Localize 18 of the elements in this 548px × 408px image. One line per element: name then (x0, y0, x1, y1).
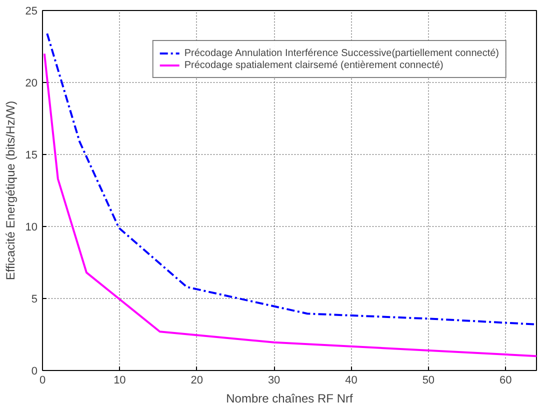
x-tick-label: 30 (268, 374, 280, 386)
y-axis-title: Efficacité Energétique (bits/Hz/W) (3, 100, 18, 280)
y-tick-label: 5 (31, 294, 38, 306)
y-tick-label: 10 (25, 222, 38, 234)
x-tick-label: 50 (422, 374, 435, 386)
legend-label: Précodage spatialement clairsemé (entièrement connecté) (184, 59, 444, 71)
x-tick-label: 10 (114, 374, 126, 386)
x-tick-label: 60 (500, 374, 512, 386)
line-series (46, 32, 536, 326)
y-tick-label: 15 (25, 150, 38, 162)
legend-label: Précodage Annulation Interférence Successive(partiellement connecté) (184, 47, 499, 59)
x-tick-label: 20 (190, 374, 204, 386)
y-tick-label: 25 (25, 6, 38, 18)
y-tick-label: 20 (25, 78, 38, 90)
x-tick-label: 0 (39, 374, 46, 386)
y-tick-label: 0 (31, 366, 38, 378)
x-axis-title: Nombre chaînes RF Nrf (226, 392, 354, 406)
x-tick-label: 40 (345, 374, 358, 386)
